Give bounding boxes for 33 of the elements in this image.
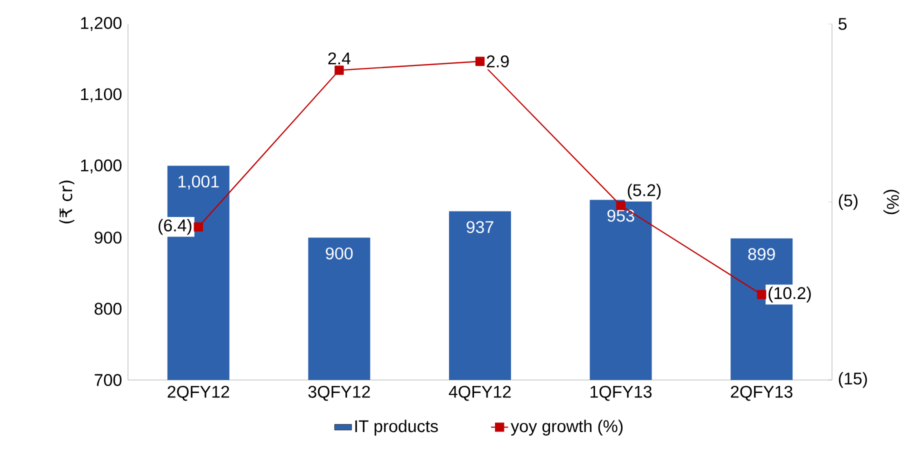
x-tick-label: 1QFY13	[590, 386, 652, 401]
y-tick-label: 800	[94, 302, 122, 315]
y-tick-label: 1,100	[81, 88, 122, 102]
data-label: 900	[326, 247, 353, 260]
data-label: (6.4)	[158, 219, 192, 235]
data-label: 899	[748, 248, 775, 260]
x-tick-label: 2QFY12	[168, 386, 230, 401]
x-tick-label: 4QFY12	[448, 386, 511, 401]
data-label: 1,001	[178, 176, 219, 190]
legend-label: yoy growth (%)	[510, 420, 623, 436]
x-tick-label: 3QFY12	[308, 386, 370, 401]
y2-tick-label: (5)	[838, 194, 858, 210]
y-tick-label: 700	[94, 374, 122, 386]
point	[334, 66, 344, 75]
x-tick-label: 2QFY13	[730, 386, 792, 401]
point	[616, 200, 626, 210]
y-axis-title: (₹ cr)	[59, 180, 74, 224]
data-label: (10.2)	[768, 286, 811, 302]
data-label: 2.9	[486, 55, 509, 68]
y2-tick-label: 5	[838, 18, 847, 30]
legend-label: IT products	[355, 420, 438, 436]
point	[757, 290, 766, 300]
point	[475, 56, 485, 66]
y-tick-label: 900	[94, 232, 122, 244]
data-label: 953	[607, 210, 634, 222]
y2-axis-title: (%)	[883, 190, 900, 214]
y-tick-label: 1,000	[81, 159, 122, 174]
point	[194, 222, 203, 232]
y2-tick-label: (15)	[838, 372, 867, 388]
data-label: 937	[466, 221, 494, 234]
data-label: (5.2)	[628, 184, 661, 200]
y-tick-label: 1,200	[81, 17, 122, 31]
data-label: 2.4	[328, 52, 350, 64]
